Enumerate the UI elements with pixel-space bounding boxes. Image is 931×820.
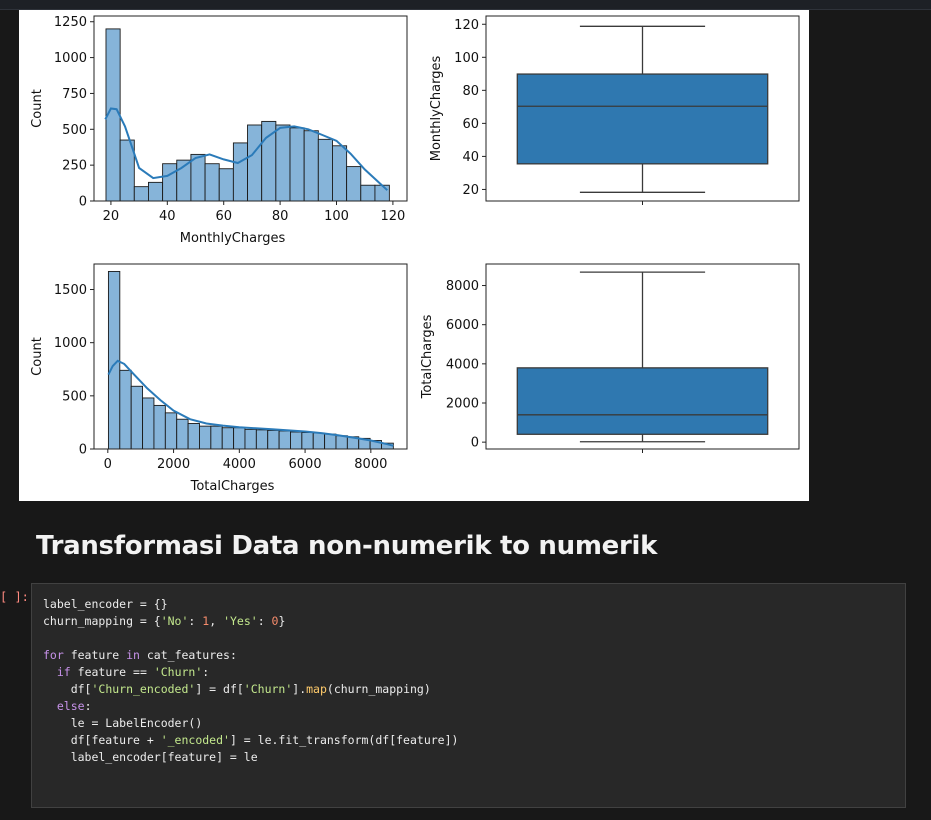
hist-bar <box>119 369 132 450</box>
hist-bar <box>278 430 291 450</box>
hist-bar <box>221 427 235 450</box>
y-tick-label: 1500 <box>54 283 87 298</box>
hist-bar <box>290 431 303 450</box>
hist-bar <box>153 404 166 450</box>
hist-bar <box>130 385 144 450</box>
y-tick-label: 4000 <box>446 357 479 372</box>
code-cell-editor[interactable]: label_encoder = {} churn_mapping = {'No'… <box>31 583 906 808</box>
hist-bar <box>289 127 305 202</box>
hist-bar <box>133 186 149 202</box>
y-tick-label: 100 <box>454 51 479 66</box>
hist-bar <box>374 184 390 202</box>
y-tick-label: 750 <box>62 87 87 102</box>
kde-line <box>104 107 388 191</box>
y-tick-label: 0 <box>79 195 87 210</box>
y-tick-label: 0 <box>79 443 87 458</box>
hist-bar <box>301 432 314 450</box>
y-tick-label: 1000 <box>54 51 87 66</box>
y-tick-label: 500 <box>62 123 87 138</box>
x-tick-label: 40 <box>159 209 176 224</box>
cell-output-figure: 0 250 500 750 1000 1250 20 40 60 80 100 120 MonthlyC… <box>19 10 809 501</box>
hist-bar <box>204 163 220 202</box>
x-tick-label: 100 <box>324 209 349 224</box>
hist-bar <box>187 423 200 450</box>
iqr-box <box>516 367 769 435</box>
y-tick-label: 6000 <box>446 318 479 333</box>
x-tick-label: 8000 <box>354 457 387 472</box>
hist-bar <box>210 425 223 450</box>
iqr-box <box>516 73 769 165</box>
hist-bar <box>142 397 155 450</box>
x-tick-label: 60 <box>215 209 232 224</box>
x-tick-label: 2000 <box>157 457 190 472</box>
code-editor-text[interactable]: label_encoder = {} churn_mapping = {'No'… <box>43 597 459 764</box>
y-tick-label: 1000 <box>54 336 87 351</box>
hist-bar <box>247 124 263 202</box>
x-tick-label: 4000 <box>223 457 256 472</box>
hist-bar <box>267 429 280 450</box>
hist-bar <box>162 163 178 202</box>
hist-bar <box>190 153 206 202</box>
x-tick-label: 80 <box>272 209 289 224</box>
hist-bar <box>199 425 212 450</box>
y-tick-label: 60 <box>462 117 479 132</box>
y-axis-label: TotalCharges <box>420 314 435 399</box>
hist-bar <box>232 142 248 202</box>
hist-bar <box>218 168 234 202</box>
hist-bar <box>233 427 246 450</box>
hist-bar <box>275 124 291 202</box>
hist-bar <box>312 432 326 450</box>
hist-bar <box>332 145 348 202</box>
cell-prompt: [ ]: <box>0 590 29 604</box>
y-tick-label: 2000 <box>446 396 479 411</box>
y-axis-label: Count <box>30 89 45 128</box>
y-tick-label: 1250 <box>54 15 87 30</box>
hist-bar <box>303 130 319 202</box>
hist-bar <box>255 429 269 450</box>
top-toolbar-strip <box>0 0 931 10</box>
hist-bar <box>148 181 164 202</box>
y-tick-label: 250 <box>62 159 87 174</box>
x-tick-label: 20 <box>103 209 120 224</box>
hist-bar <box>164 412 178 450</box>
x-tick-label: 0 <box>104 457 112 472</box>
y-tick-label: 20 <box>462 183 479 198</box>
hist-bar <box>317 138 333 202</box>
hist-bar <box>360 184 376 202</box>
x-tick-label: 6000 <box>289 457 322 472</box>
kde-line <box>107 359 394 447</box>
hist-bar <box>346 166 362 202</box>
axes-frame <box>93 263 408 450</box>
hist-bar <box>324 433 337 450</box>
x-tick-label: 120 <box>380 209 405 224</box>
x-axis-label: TotalCharges <box>190 479 275 494</box>
y-axis-label: MonthlyCharges <box>429 56 444 162</box>
axes-frame <box>93 15 408 202</box>
hist-bar <box>244 428 257 450</box>
y-tick-label: 80 <box>462 84 479 99</box>
y-tick-label: 500 <box>62 389 87 404</box>
markdown-heading: Transformasi Data non-numerik to numerik <box>36 531 658 561</box>
x-axis-label: MonthlyCharges <box>180 231 286 246</box>
y-tick-label: 120 <box>454 18 479 33</box>
y-tick-label: 40 <box>462 150 479 165</box>
y-tick-label: 0 <box>471 436 479 451</box>
y-axis-label: Count <box>30 337 45 376</box>
y-tick-label: 8000 <box>446 279 479 294</box>
hist-bar <box>335 435 348 450</box>
hist-bar <box>176 418 189 450</box>
